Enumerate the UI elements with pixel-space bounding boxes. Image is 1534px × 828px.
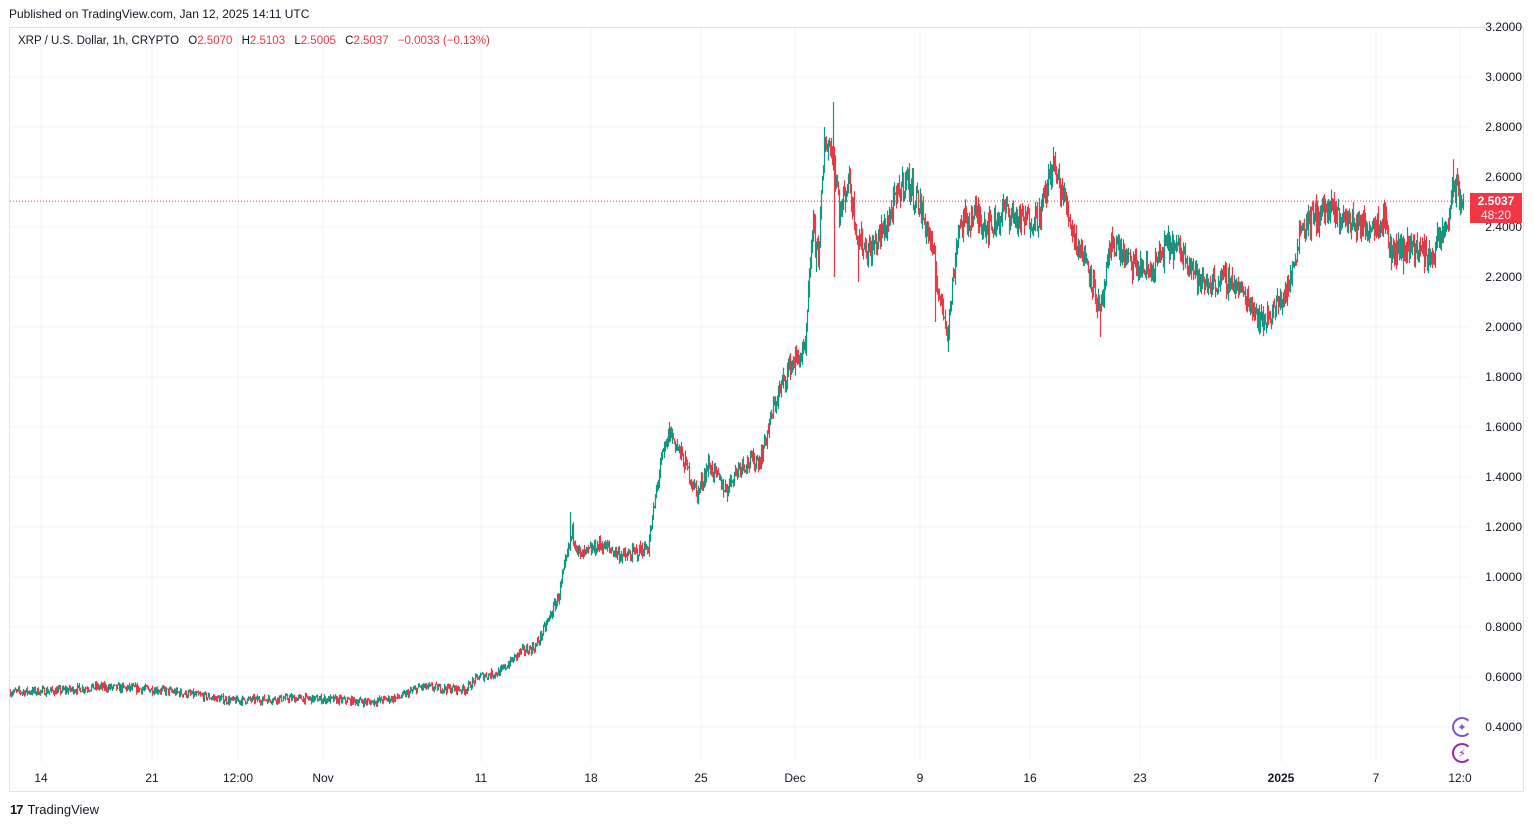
time-tick: 23 xyxy=(1133,771,1147,785)
time-tick: 18 xyxy=(584,771,598,785)
low-label: L xyxy=(294,35,301,47)
price-tick: 1.6000 xyxy=(1485,420,1522,434)
high-value: 2.5103 xyxy=(249,35,286,47)
price-tick: 0.4000 xyxy=(1485,720,1522,734)
symbol-legend: XRP / U.S. Dollar, 1h, CRYPTO O2.5070 H2… xyxy=(18,35,490,47)
open-label: O xyxy=(188,35,198,47)
price-tick: 1.0000 xyxy=(1485,570,1522,584)
sparkle-icon[interactable]: ✦ xyxy=(1452,717,1472,737)
price-tick: 2.2000 xyxy=(1485,270,1522,284)
time-tick: 12:00 xyxy=(222,771,254,785)
symbol-title[interactable]: XRP / U.S. Dollar, 1h, CRYPTO xyxy=(18,35,180,47)
close-value: 2.5037 xyxy=(353,35,389,47)
price-tick: 3.0000 xyxy=(1485,70,1522,84)
tradingview-brand[interactable]: 17 TradingView xyxy=(10,802,99,817)
price-tick: 2.0000 xyxy=(1485,320,1522,334)
time-tick: 7 xyxy=(1372,771,1380,785)
price-tick: 2.6000 xyxy=(1485,170,1522,184)
lightning-icon[interactable]: ⚡ xyxy=(1452,743,1472,763)
candles xyxy=(9,102,1465,708)
time-tick: 9 xyxy=(916,771,924,785)
bar-countdown: 48:20 xyxy=(1480,208,1512,222)
published-caption: Published on TradingView.com, Jan 12, 20… xyxy=(9,7,310,21)
price-tick: 0.8000 xyxy=(1485,620,1522,634)
time-tick: 12:0 xyxy=(1448,771,1472,785)
time-tick: 16 xyxy=(1023,771,1037,785)
high-label: H xyxy=(241,35,250,47)
low-value: 2.5005 xyxy=(300,35,336,47)
last-price: 2.5037 xyxy=(1477,194,1515,208)
open-value: 2.5070 xyxy=(197,35,233,47)
chart-frame xyxy=(9,27,1524,792)
time-tick: 2025 xyxy=(1267,771,1295,785)
price-tick: 3.2000 xyxy=(1485,20,1522,34)
price-tick: 0.6000 xyxy=(1485,670,1522,684)
price-tick: 1.8000 xyxy=(1485,370,1522,384)
close-label: C xyxy=(345,35,354,47)
time-tick: 11 xyxy=(474,771,488,785)
last-price-badge: 2.5037 48:20 xyxy=(1470,193,1522,223)
time-tick: Dec xyxy=(784,771,806,785)
price-tick: 2.4000 xyxy=(1485,220,1522,234)
brand-name: TradingView xyxy=(27,802,100,817)
time-tick: Nov xyxy=(312,771,334,785)
price-tick: 1.2000 xyxy=(1485,520,1522,534)
tradingview-logo-icon: 17 xyxy=(10,802,24,817)
price-tick: 2.8000 xyxy=(1485,120,1522,134)
price-tick: 1.4000 xyxy=(1485,470,1522,484)
time-tick: 25 xyxy=(694,771,708,785)
change-value: −0.0033 (−0.13%) xyxy=(397,35,490,47)
time-tick: 14 xyxy=(34,771,48,785)
time-tick: 21 xyxy=(145,771,159,785)
